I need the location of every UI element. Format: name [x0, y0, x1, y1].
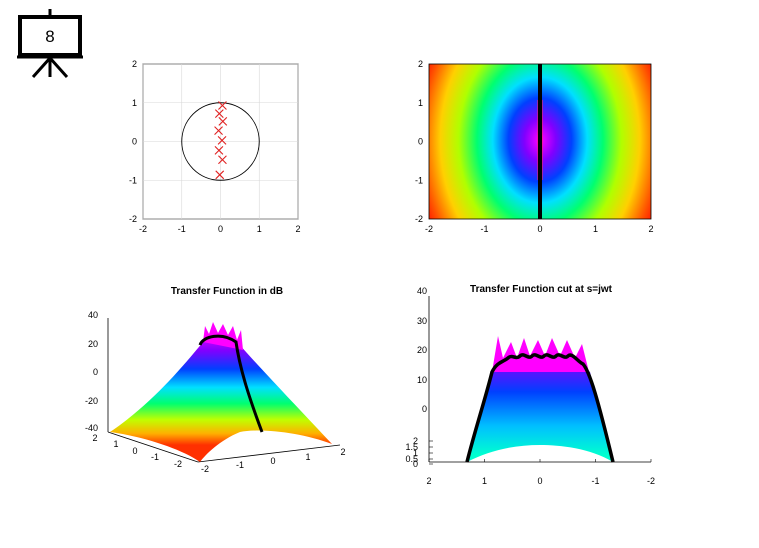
pole-zero-y-ticks: -2 -1 0 1 2	[129, 59, 137, 224]
slide-number: 8	[45, 27, 54, 46]
y-tick-label: 2	[92, 433, 97, 443]
y-tick-label: 1.5	[405, 442, 418, 452]
x-tick-label: -1	[178, 224, 186, 234]
y-tick-label: 0	[132, 446, 137, 456]
cut-title: Transfer Function cut at s=jwt	[470, 284, 613, 295]
x-tick-label: 2	[295, 224, 300, 234]
y-tick-label: -2	[129, 214, 137, 224]
cut-surface-peaks	[492, 336, 589, 372]
pole-marker	[217, 135, 227, 145]
x-tick-label: 1	[593, 224, 598, 234]
cut-z-ticks: 0 10 20 30 40	[417, 286, 427, 414]
x-tick-label: 2	[340, 447, 345, 457]
surface-mesh	[110, 342, 332, 462]
y-tick-label: -2	[174, 459, 182, 469]
surface-y-ticks: -2 -1 0 1 2	[92, 433, 182, 469]
z-tick-label: 20	[88, 339, 98, 349]
x-tick-label: 2	[426, 476, 431, 486]
pole-markers	[214, 101, 228, 180]
x-tick-label: -1	[591, 476, 599, 486]
y-tick-label: 2	[413, 436, 418, 446]
heatmap-y-ticks: -2 -1 0 1 2	[415, 59, 423, 224]
x-tick-label: -1	[480, 224, 488, 234]
y-tick-label: 2	[132, 59, 137, 69]
pole-marker	[218, 101, 227, 110]
surface-y-axis	[107, 431, 199, 463]
z-tick-label: 40	[88, 310, 98, 320]
z-tick-label: 0	[422, 404, 427, 414]
presentation-board-icon: 8	[17, 9, 83, 79]
y-tick-label: -1	[129, 175, 137, 185]
y-tick-label: 2	[418, 59, 423, 69]
pole-marker	[214, 126, 223, 136]
z-tick-label: 40	[417, 286, 427, 296]
cut-curve	[465, 353, 615, 463]
z-tick-label: 10	[417, 375, 427, 385]
x-tick-label: 0	[537, 476, 542, 486]
x-tick-label: 2	[648, 224, 653, 234]
pole-marker	[215, 170, 225, 180]
pole-marker	[218, 155, 227, 165]
x-tick-label: 0	[537, 224, 542, 234]
y-tick-label: -1	[415, 175, 423, 185]
x-tick-label: 0	[270, 456, 275, 466]
y-tick-label: 0	[132, 137, 137, 147]
cut-y-ticks: 00.511.52	[405, 436, 433, 469]
z-tick-label: -40	[85, 423, 98, 433]
pole-marker	[214, 146, 224, 155]
surface-z-ticks: -40 -20 0 20 40	[85, 310, 98, 433]
x-tick-label: 1	[305, 452, 310, 462]
surface-x-ticks: -2 -1 0 1 2	[201, 447, 346, 474]
x-tick-label: 1	[482, 476, 487, 486]
y-tick-label: 0	[413, 459, 418, 469]
pole-zero-x-ticks: -2 -1 0 1 2	[139, 224, 301, 234]
y-tick-label: 1	[132, 98, 137, 108]
y-tick-label: 1	[113, 439, 118, 449]
surface-cut-curve	[198, 334, 264, 433]
magnitude-heatmap: -2 -1 0 1 2 -2 -1 0 1 2	[415, 59, 654, 234]
z-tick-label: -20	[85, 396, 98, 406]
y-tick-label: 1	[418, 98, 423, 108]
x-tick-label: -2	[425, 224, 433, 234]
y-tick-label: 0.5	[405, 454, 418, 464]
y-tick-label: 0	[418, 137, 423, 147]
x-tick-label: 1	[257, 224, 262, 234]
x-tick-label: -1	[236, 460, 244, 470]
cut-x-ticks: 2 1 0 -1 -2	[426, 459, 655, 486]
surface-title: Transfer Function in dB	[171, 286, 283, 297]
y-tick-label: 1	[413, 448, 418, 458]
y-tick-label: -1	[151, 452, 159, 462]
pole-marker	[218, 116, 228, 126]
transfer-function-cut: Transfer Function cut at s=jwt 010203040…	[405, 284, 655, 486]
x-tick-label: -2	[647, 476, 655, 486]
surface-x-axis	[197, 444, 341, 463]
z-tick-label: 30	[417, 316, 427, 326]
x-tick-label: -2	[201, 464, 209, 474]
z-tick-label: 0	[93, 367, 98, 377]
heatmap-x-ticks: -2 -1 0 1 2	[425, 224, 654, 234]
z-tick-label: 20	[417, 345, 427, 355]
pole-zero-plot: -2 -1 0 1 2 -2 -1 0 1 2	[129, 59, 301, 234]
pole-marker	[214, 109, 224, 118]
cut-surface-mesh	[467, 355, 613, 462]
y-tick-label: -2	[415, 214, 423, 224]
x-tick-label: 0	[218, 224, 223, 234]
x-tick-label: -2	[139, 224, 147, 234]
